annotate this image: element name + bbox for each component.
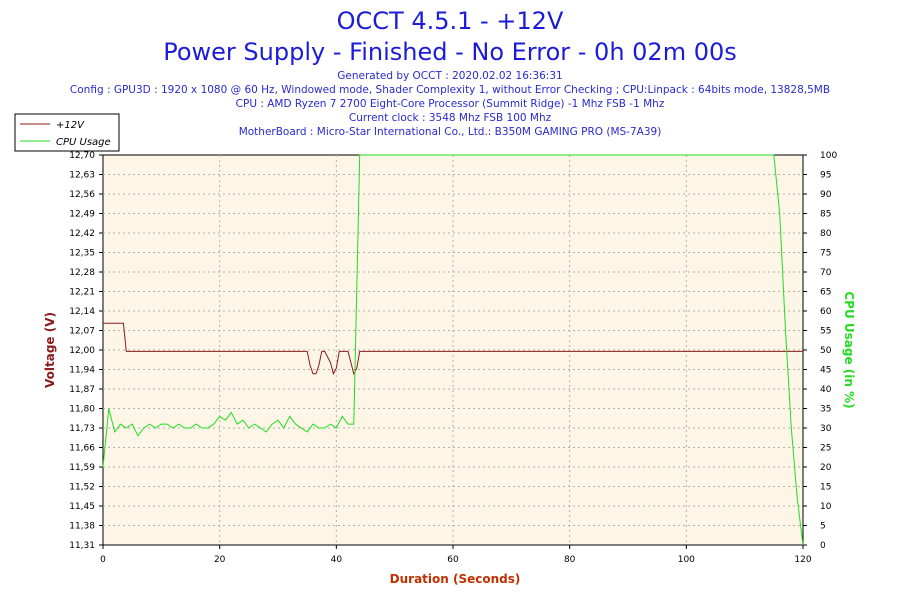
y-tick-label: 12,21 (69, 288, 95, 298)
y2-tick-label: 45 (820, 366, 831, 376)
y-tick-label: 11,80 (69, 405, 95, 415)
legend-label-voltage: +12V (56, 120, 85, 131)
y-tick-label: 11,38 (69, 522, 95, 532)
y-tick-label: 12,28 (69, 268, 95, 278)
y2-tick-label: 100 (820, 151, 837, 161)
y2-tick-label: 20 (820, 463, 832, 473)
y-tick-label: 12,00 (69, 346, 95, 356)
series-line-voltage (103, 322, 803, 376)
y2-tick-label: 90 (820, 190, 832, 200)
x-tick-label: 100 (678, 555, 695, 565)
y2-tick-label: 10 (820, 502, 832, 512)
generated-info: Generated by OCCT : 2020.02.02 16:36:31 (337, 70, 562, 82)
y2-axis-label: CPU Usage (in %) (842, 291, 856, 408)
y2-tick-label: 40 (820, 385, 832, 395)
config-info: Config : GPU3D : 1920 x 1080 @ 60 Hz, Wi… (70, 84, 830, 96)
y-tick-label: 12,14 (69, 307, 95, 317)
chart-subtitle: Power Supply - Finished - No Error - 0h … (163, 38, 737, 66)
y-tick-label: 11,94 (69, 366, 95, 376)
y-axis-ticks: 11,31 11,38 11,45 11,52 11,59 11,66 11,73 11,80… (69, 151, 103, 551)
y-tick-label: 12,70 (69, 151, 95, 161)
y2-tick-label: 30 (820, 424, 832, 434)
y2-tick-label: 65 (820, 288, 831, 298)
y-tick-label: 11,59 (69, 463, 95, 473)
y-axis-label: Voltage (V) (43, 312, 57, 388)
y2-tick-label: 15 (820, 483, 831, 493)
y-tick-label: 11,73 (69, 424, 95, 434)
y2-tick-label: 50 (820, 346, 832, 356)
x-axis-label: Duration (Seconds) (390, 572, 521, 586)
x-tick-label: 20 (214, 555, 226, 565)
y2-tick-label: 55 (820, 327, 831, 337)
cpu-info: CPU : AMD Ryzen 7 2700 Eight-Core Proces… (236, 98, 665, 110)
y-tick-label: 12,42 (69, 229, 95, 239)
y2-tick-label: 75 (820, 249, 831, 259)
y-tick-label: 12,49 (69, 210, 95, 220)
y-tick-label: 12,07 (69, 327, 95, 337)
x-tick-label: 40 (331, 555, 343, 565)
y2-tick-label: 60 (820, 307, 832, 317)
x-tick-label: 80 (564, 555, 576, 565)
x-tick-label: 60 (447, 555, 459, 565)
y-tick-label: 11,66 (69, 444, 95, 454)
y-tick-label: 11,45 (69, 502, 95, 512)
motherboard-info: MotherBoard : Micro-Star International C… (239, 126, 662, 138)
legend-label-cpu: CPU Usage (56, 137, 111, 148)
series-lines (102, 154, 804, 546)
y2-tick-label: 95 (820, 171, 831, 181)
y2-tick-label: 25 (820, 444, 831, 454)
y2-tick-label: 80 (820, 229, 832, 239)
legend: +12V CPU Usage (14, 113, 120, 152)
y2-tick-label: 70 (820, 268, 832, 278)
y-tick-label: 11,31 (69, 541, 95, 551)
legend-box (14, 113, 120, 152)
x-tick-label: 120 (794, 555, 811, 565)
y2-tick-label: 5 (820, 522, 826, 532)
clock-info: Current clock : 3548 Mhz FSB 100 Mhz (349, 112, 552, 124)
y-tick-label: 12,63 (69, 171, 95, 181)
y2-axis-ticks: 0 5 10 15 20 25 30 35 40 45 50 55 60 65 70 75 80 85 90 95 10… (803, 151, 837, 551)
y2-tick-label: 85 (820, 210, 831, 220)
chart-title: OCCT 4.5.1 - +12V (337, 7, 564, 35)
y-tick-label: 11,87 (69, 385, 95, 395)
y2-tick-label: 35 (820, 405, 831, 415)
x-axis-ticks: 0 20 40 60 80 100 120 (100, 545, 812, 565)
grid-lines (103, 155, 803, 545)
series-line-cpu-usage (102, 154, 804, 546)
x-tick-label: 0 (100, 555, 106, 565)
y-tick-label: 12,35 (69, 249, 95, 259)
y-tick-label: 11,52 (69, 483, 95, 493)
y2-tick-label: 0 (820, 541, 826, 551)
y-tick-label: 12,56 (69, 190, 95, 200)
